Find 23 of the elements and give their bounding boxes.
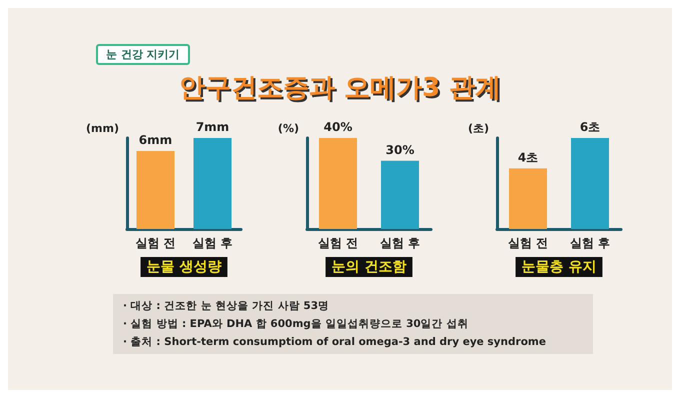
y-axis-title: (%) — [278, 122, 299, 135]
x-tick-label: 실험 전 — [318, 236, 358, 250]
text: · 출처 : Short-term consumptiom of oral omega-3 and dry eye syndrome — [123, 335, 547, 350]
y-axis-title: (mm) — [86, 122, 119, 135]
x-axis-title: 눈물 생성량 — [146, 259, 222, 275]
x-tick-label: 실험 후 — [380, 236, 420, 250]
x-axis-title: 눈물층 유지 — [522, 259, 596, 275]
data-label: 30% — [386, 142, 414, 157]
text: · 대상 : 건조한 눈 현상을 가진 사람 53명 — [123, 299, 330, 314]
text: 안구건조증과 오메가3 관계 — [178, 72, 502, 105]
x-tick-label: 실험 전 — [135, 236, 176, 250]
data-label: 6초 — [580, 120, 600, 134]
data-label: 6mm — [138, 133, 172, 147]
data-label: 40% — [324, 120, 352, 134]
x-tick-label: 실험 전 — [508, 236, 548, 250]
x-axis-title: 눈의 건조함 — [332, 259, 406, 275]
x-tick-label: 실험 후 — [192, 236, 233, 250]
y-axis-title: (초) — [468, 122, 489, 135]
text: 눈 건강 지키기 — [96, 44, 190, 65]
data-label: 7mm — [196, 120, 230, 134]
data-label: 4초 — [518, 150, 538, 164]
text: · 실험 방법 : EPA와 DHA 합 600mg을 일일섭취량으로 30일간 섭취 — [123, 317, 470, 332]
x-tick-label: 실험 후 — [570, 236, 610, 250]
